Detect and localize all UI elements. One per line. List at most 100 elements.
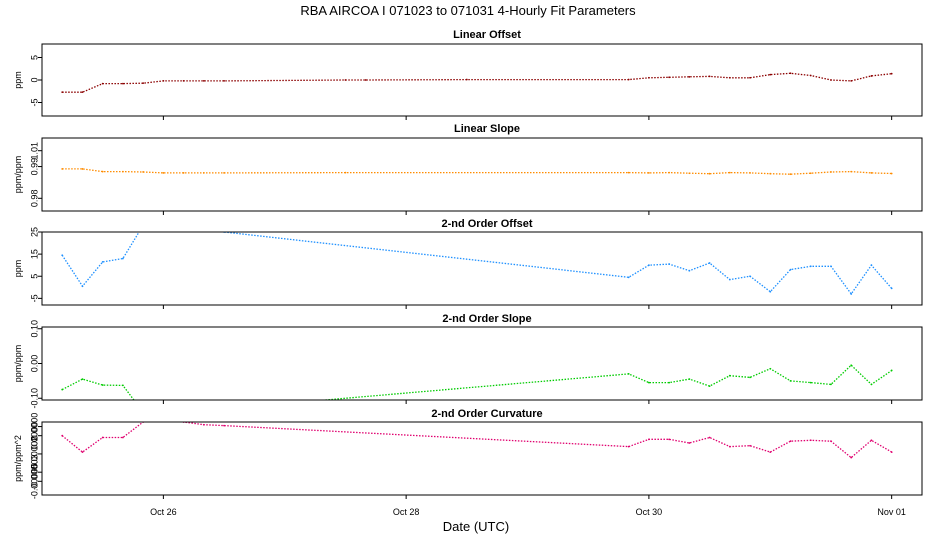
data-point	[870, 75, 873, 77]
data-point	[162, 172, 165, 174]
data-point	[789, 379, 792, 382]
panel-title: Linear Offset	[453, 29, 521, 41]
data-point	[627, 373, 630, 375]
panel-2: Linear Slope ppm/ppm 1.010.99 0.98	[13, 123, 923, 215]
data-point	[162, 80, 165, 82]
series-line	[61, 422, 893, 459]
x-tick-label: Oct 26	[150, 507, 177, 517]
y-tick-label: 5	[29, 55, 39, 60]
data-point	[769, 367, 772, 370]
data-point	[81, 168, 84, 170]
data-point	[749, 444, 751, 447]
data-point	[728, 445, 731, 448]
data-point	[809, 74, 812, 77]
y-tick-label: -0.00005	[29, 464, 39, 500]
data-point	[850, 456, 853, 459]
data-point	[668, 171, 671, 174]
data-point	[627, 171, 630, 174]
data-point	[830, 171, 832, 173]
y-tick-label: 5	[29, 274, 39, 279]
data-point	[142, 411, 144, 413]
data-point	[61, 168, 64, 170]
panel-frame	[41, 326, 923, 401]
data-point	[870, 383, 873, 386]
data-point	[688, 378, 691, 381]
data-point	[728, 278, 731, 281]
data-point	[465, 78, 468, 81]
data-point	[223, 408, 225, 410]
data-point	[142, 171, 145, 173]
panel-4: 2-nd Order Slope ppm/ppm 0.10 0.00 -0.10	[13, 313, 923, 417]
data-point	[122, 436, 124, 439]
data-point	[830, 440, 832, 443]
data-point	[627, 276, 630, 279]
series-line	[62, 168, 892, 175]
figure-title: RBA AIRCOA I 071023 to 071031 4-Hourly F…	[300, 3, 636, 18]
data-point	[809, 265, 812, 268]
data-point	[81, 451, 84, 454]
data-point	[81, 91, 84, 94]
data-point	[708, 385, 711, 387]
y-tick-label: 0.0000	[29, 422, 39, 450]
data-point	[708, 75, 711, 78]
data-point	[81, 378, 84, 381]
y-tick-label: -0.00003	[29, 454, 39, 490]
panel-frame	[41, 231, 923, 306]
data-point	[890, 172, 893, 175]
data-point	[668, 263, 671, 265]
data-point	[769, 451, 772, 454]
data-point	[749, 376, 751, 379]
data-point	[890, 369, 893, 372]
data-point	[688, 442, 691, 444]
data-point	[728, 171, 731, 174]
data-point	[789, 72, 792, 75]
data-point	[627, 78, 630, 81]
y-tick-label: -5	[29, 98, 39, 106]
data-point	[203, 415, 205, 417]
data-point	[182, 172, 185, 174]
data-point	[688, 269, 691, 272]
data-point	[627, 445, 630, 448]
data-point	[223, 424, 225, 427]
data-point	[223, 80, 225, 82]
data-point	[870, 264, 873, 267]
data-point	[61, 91, 64, 94]
data-point	[769, 290, 772, 293]
data-point	[344, 79, 347, 81]
data-point	[809, 172, 812, 175]
data-point	[647, 172, 650, 174]
data-point	[890, 72, 893, 75]
x-tick-label: Nov 01	[877, 507, 906, 517]
y-tick-label: 0	[29, 77, 39, 82]
panel-title: 2-nd Order Curvature	[431, 408, 542, 420]
data-point	[364, 79, 367, 81]
data-point	[769, 172, 772, 175]
y-tick-label: -0.00002	[29, 436, 39, 472]
data-point	[202, 423, 205, 426]
data-point	[850, 293, 853, 295]
data-point	[708, 262, 711, 264]
data-point	[668, 76, 671, 79]
y-tick-label: 1.01	[29, 142, 39, 160]
data-point	[850, 170, 853, 173]
data-point	[830, 383, 832, 386]
data-point	[101, 384, 104, 386]
panel-1: Linear Offset ppm 5 0 -5	[13, 29, 923, 120]
data-point	[749, 172, 751, 174]
data-point	[789, 268, 792, 271]
panel-title: 2-nd Order Offset	[441, 218, 532, 230]
y-tick-label: 0.10	[29, 320, 39, 338]
data-point	[61, 388, 64, 391]
y-axis-label: ppm	[13, 260, 23, 278]
data-point	[61, 434, 64, 437]
data-point	[101, 170, 104, 173]
data-point	[890, 287, 893, 290]
y-tick-label: 25	[29, 227, 39, 237]
y-axis-label: ppm	[13, 71, 23, 89]
series-line	[62, 72, 892, 93]
data-point	[769, 73, 772, 76]
panel-frame	[41, 421, 923, 496]
data-point	[749, 76, 751, 79]
panels: Linear Offset ppm 5 0 -5 Linear Slope ppm/ppm 1…	[13, 29, 923, 500]
